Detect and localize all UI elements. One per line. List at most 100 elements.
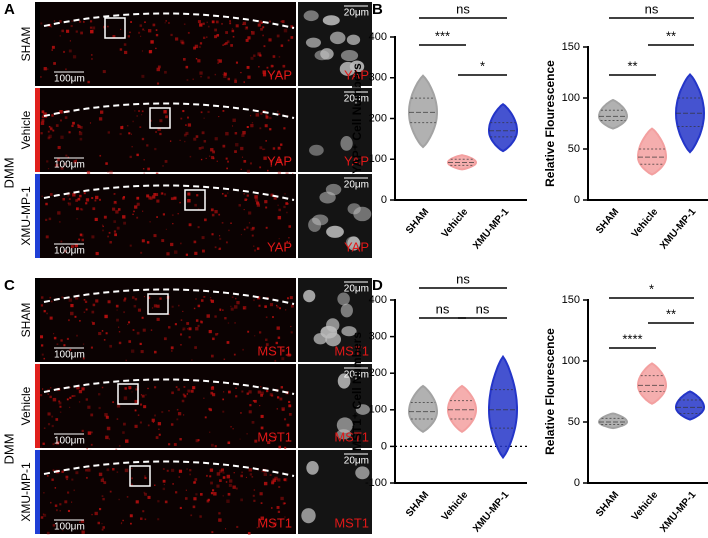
cell-signal	[227, 322, 230, 324]
cell-signal	[144, 476, 147, 480]
cell-signal	[209, 155, 211, 157]
cell-signal	[289, 296, 293, 300]
cell-signal	[221, 468, 225, 472]
cell-signal	[254, 439, 258, 443]
cell-signal	[134, 205, 138, 209]
stain-label: MST1	[257, 429, 292, 444]
cell-signal	[101, 523, 103, 525]
cell-signal	[174, 323, 177, 326]
cell-signal	[129, 244, 132, 247]
cell-signal	[195, 493, 198, 496]
zoom-box	[117, 383, 139, 405]
cell-signal	[235, 387, 237, 389]
cell-signal	[162, 468, 165, 470]
cell-signal	[49, 395, 52, 399]
cell-signal	[191, 359, 193, 361]
cell-signal	[152, 195, 156, 199]
inset-scale-label: 20μm	[344, 456, 369, 467]
cell-signal	[274, 359, 277, 362]
cell-signal	[131, 391, 133, 393]
cell-signal	[64, 500, 68, 504]
cell-signal	[170, 242, 174, 247]
inset-scale-label: 20μm	[344, 370, 369, 381]
cell-signal	[161, 411, 164, 414]
cell-signal	[198, 147, 202, 150]
cell-signal	[124, 468, 129, 473]
cell-signal	[225, 131, 229, 136]
cell-signal	[215, 20, 219, 24]
cell-signal	[210, 386, 215, 390]
y-tick-label: 100	[562, 355, 580, 367]
cell-signal	[264, 200, 268, 204]
cell-signal	[107, 131, 110, 134]
cell-signal	[265, 343, 269, 346]
x-tick-label: XMU-MP-1	[658, 489, 698, 534]
cell-signal	[240, 412, 242, 414]
cell-signal	[170, 346, 174, 350]
cell-signal	[47, 393, 50, 395]
cell-signal	[73, 489, 76, 492]
cell-signal	[55, 509, 58, 512]
cell-signal	[45, 218, 48, 221]
stain-label: YAP	[267, 67, 292, 82]
cell-signal	[241, 133, 245, 137]
scale-label: 100μm	[54, 74, 85, 85]
cell-signal	[91, 513, 93, 516]
cell-signal	[66, 337, 69, 340]
cell-signal	[232, 35, 235, 38]
nucleus	[347, 203, 361, 215]
cell-signal	[154, 147, 157, 151]
cell-signal	[245, 26, 248, 29]
cell-signal	[286, 211, 288, 214]
cell-signal	[49, 501, 52, 504]
x-tick-label: Vehicle	[440, 489, 471, 523]
cell-signal	[250, 56, 254, 60]
cell-signal	[179, 139, 181, 141]
cell-signal	[246, 65, 250, 69]
cell-signal	[266, 66, 269, 69]
significance-label: ns	[645, 1, 659, 16]
cell-signal	[154, 414, 156, 417]
cell-signal	[118, 498, 120, 501]
cell-signal	[90, 431, 93, 434]
cell-signal	[101, 330, 104, 332]
cell-signal	[244, 198, 247, 202]
cell-signal	[233, 305, 238, 309]
cell-signal	[266, 389, 269, 393]
cell-signal	[189, 473, 192, 476]
scale-label: 100μm	[54, 350, 85, 361]
cell-signal	[102, 225, 104, 228]
cell-signal	[260, 502, 263, 505]
cell-signal	[208, 407, 211, 411]
cell-signal	[61, 470, 64, 473]
cell-signal	[140, 35, 142, 37]
cell-signal	[282, 64, 286, 68]
cell-signal	[207, 110, 210, 113]
nucleus	[305, 37, 321, 48]
cell-signal	[194, 203, 197, 207]
cell-signal	[207, 498, 210, 501]
cell-signal	[163, 193, 167, 196]
cell-signal	[78, 238, 81, 241]
violin	[488, 354, 518, 460]
cell-signal	[153, 304, 157, 308]
cell-signal	[91, 321, 93, 323]
cell-signal	[53, 333, 55, 335]
cell-signal	[229, 22, 232, 25]
cell-signal	[290, 25, 293, 28]
cell-signal	[40, 516, 44, 519]
cell-signal	[132, 213, 134, 216]
cell-signal	[175, 386, 178, 388]
y-tick-label: 300	[369, 72, 387, 84]
cell-signal	[231, 28, 233, 30]
cell-signal	[227, 492, 231, 496]
row-label: Vehicle	[19, 110, 33, 149]
cell-signal	[224, 528, 227, 530]
cell-signal	[173, 250, 178, 254]
cell-signal	[216, 472, 221, 476]
cell-signal	[51, 45, 55, 49]
cell-signal	[147, 495, 151, 499]
cell-signal	[41, 110, 45, 114]
cell-signal	[261, 22, 263, 24]
y-tick-label: 150	[562, 294, 580, 306]
